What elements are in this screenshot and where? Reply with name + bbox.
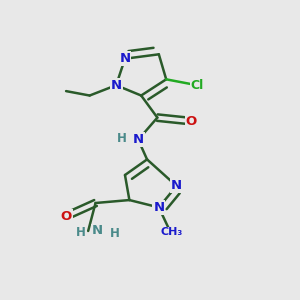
Text: N: N xyxy=(171,179,182,192)
Text: N: N xyxy=(133,133,144,146)
Text: O: O xyxy=(61,210,72,223)
Text: O: O xyxy=(186,115,197,128)
Text: H: H xyxy=(76,226,86,239)
Text: CH₃: CH₃ xyxy=(161,227,183,237)
Text: N: N xyxy=(119,52,130,65)
Text: H: H xyxy=(117,132,127,145)
Text: N: N xyxy=(153,201,164,214)
Text: Cl: Cl xyxy=(190,79,204,92)
Text: H: H xyxy=(110,227,120,240)
Text: N: N xyxy=(92,224,103,238)
Text: N: N xyxy=(111,79,122,92)
